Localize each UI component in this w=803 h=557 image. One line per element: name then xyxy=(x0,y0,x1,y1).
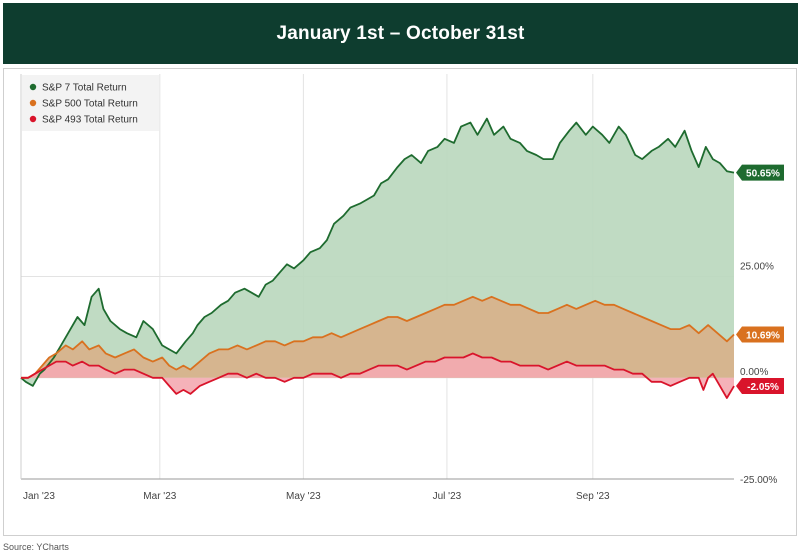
end-value-label: -2.05% xyxy=(747,382,779,393)
series-line-1 xyxy=(21,295,735,379)
x-tick-label: Jul '23 xyxy=(433,491,462,502)
x-tick-label: Mar '23 xyxy=(143,491,176,502)
chart-canvas: Jan '23 Mar '23 May '23 Jul '23 Sep '23 25.00… xyxy=(20,74,784,502)
y-tick-label: -25.00% xyxy=(740,475,777,486)
legend: S&P 7 Total Return S&P 500 Total Return S&… xyxy=(22,75,159,131)
end-value-badge-shape xyxy=(736,326,784,343)
end-value-badge-0: 50.65% xyxy=(736,164,784,181)
source-note: Source: YCharts xyxy=(3,542,69,552)
end-value-label: 50.65% xyxy=(746,169,780,180)
end-value-badge-2: -2.05% xyxy=(736,378,784,395)
legend-label: S&P 493 Total Return xyxy=(42,115,138,126)
legend-marker xyxy=(29,99,37,107)
legend-marker xyxy=(29,115,37,123)
end-value-label: 10.69% xyxy=(746,330,780,341)
series-area-1 xyxy=(21,296,734,378)
series-line-2 xyxy=(21,352,735,399)
legend-label: S&P 500 Total Return xyxy=(42,99,138,110)
legend-marker xyxy=(29,83,37,91)
y-tick-label: 0.00% xyxy=(740,367,768,378)
legend-box xyxy=(22,75,159,131)
legend-label: S&P 7 Total Return xyxy=(42,83,127,94)
end-value-badge-shape xyxy=(736,164,784,181)
chart-title-banner: January 1st – October 31st xyxy=(3,3,798,64)
x-tick-label: May '23 xyxy=(286,491,321,502)
series-line-0 xyxy=(20,117,735,387)
end-value-badge-shape xyxy=(736,378,784,395)
chart-title: January 1st – October 31st xyxy=(276,22,525,44)
x-tick-label: Jan '23 xyxy=(23,491,55,502)
end-value-badge-1: 10.69% xyxy=(736,326,784,343)
y-tick-label: 25.00% xyxy=(740,262,774,273)
series-area-2 xyxy=(21,353,734,398)
x-tick-label: Sep '23 xyxy=(576,491,610,502)
chart-frame: Jan '23 Mar '23 May '23 Jul '23 Sep '23 25.00… xyxy=(3,68,797,536)
